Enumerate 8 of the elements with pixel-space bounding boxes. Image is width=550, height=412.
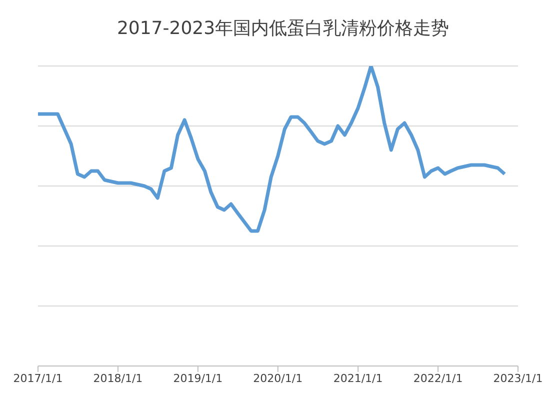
x-tick-label: 2020/1/1: [253, 372, 303, 385]
x-tick-label: 2021/1/1: [333, 372, 383, 385]
x-tick-label: 2019/1/1: [173, 372, 223, 385]
x-tick-label: 2017/1/1: [13, 372, 63, 385]
x-tick-label: 2022/1/1: [413, 372, 463, 385]
chart-title: 2017-2023年国内低蛋白乳清粉价格走势: [116, 17, 450, 41]
x-tick-label: 2023/1/1: [493, 372, 543, 385]
x-tick-label: 2018/1/1: [93, 372, 143, 385]
